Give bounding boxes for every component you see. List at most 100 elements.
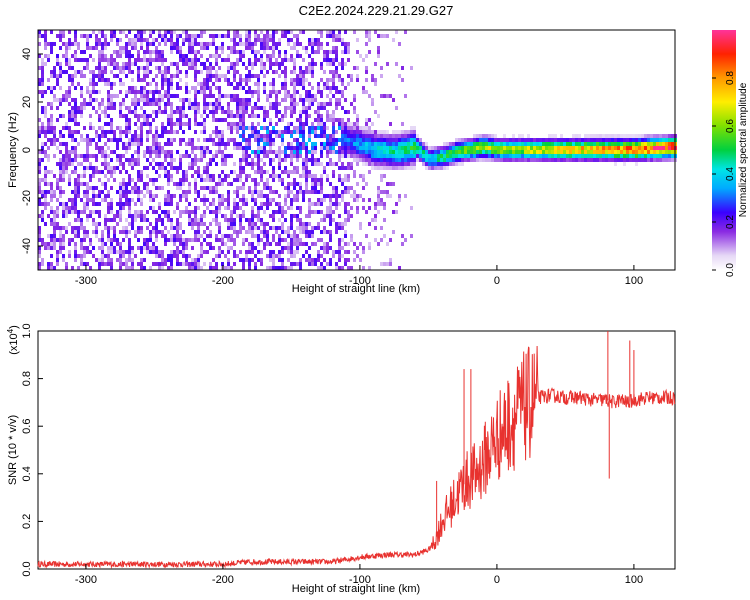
heatmap-cell xyxy=(371,102,374,106)
heatmap-cell xyxy=(197,206,200,210)
heatmap-cell xyxy=(38,202,41,206)
heatmap-cell xyxy=(254,130,257,134)
heatmap-cell xyxy=(128,214,131,218)
heatmap-cell xyxy=(347,118,350,122)
heatmap-cell xyxy=(608,146,611,150)
heatmap-cell xyxy=(287,126,290,130)
heatmap-cell xyxy=(152,246,155,250)
heatmap-cell xyxy=(83,190,86,194)
heatmap-cell xyxy=(272,34,275,38)
heatmap-cell xyxy=(236,106,239,110)
heatmap-cell xyxy=(146,90,149,94)
heatmap-cell xyxy=(311,190,314,194)
heatmap-cell xyxy=(290,70,293,74)
heatmap-cell xyxy=(341,178,344,182)
heatmap-cell xyxy=(344,86,347,90)
heatmap-cell xyxy=(200,250,203,254)
heatmap-cell xyxy=(110,98,113,102)
heatmap-cell xyxy=(116,258,119,262)
heatmap-cell xyxy=(344,126,347,130)
heatmap-cell xyxy=(47,266,50,270)
heatmap-cell xyxy=(80,238,83,242)
heatmap-cell xyxy=(128,210,131,214)
heatmap-cell xyxy=(95,158,98,162)
heatmap-cell xyxy=(596,154,599,158)
heatmap-cell xyxy=(296,34,299,38)
heatmap-cell xyxy=(335,262,338,266)
heatmap-cell xyxy=(296,126,299,130)
heatmap-cell xyxy=(281,82,284,86)
heatmap-cell xyxy=(329,114,332,118)
heatmap-cell xyxy=(59,250,62,254)
heatmap-cell xyxy=(158,266,161,270)
heatmap-cell xyxy=(227,258,230,262)
heatmap-cell xyxy=(275,266,278,270)
heatmap-cell xyxy=(104,154,107,158)
heatmap-cell xyxy=(644,146,647,150)
heatmap-cell xyxy=(155,178,158,182)
heatmap-cell xyxy=(191,106,194,110)
heatmap-cell xyxy=(209,78,212,82)
heatmap-cell xyxy=(80,210,83,214)
heatmap-cell xyxy=(338,226,341,230)
heatmap-cell xyxy=(212,186,215,190)
heatmap-cell xyxy=(194,258,197,262)
heatmap-cell xyxy=(308,190,311,194)
heatmap-cell xyxy=(284,198,287,202)
heatmap-cell xyxy=(389,158,392,162)
heatmap-cell xyxy=(305,166,308,170)
heatmap-cell xyxy=(113,66,116,70)
heatmap-cell xyxy=(89,142,92,146)
heatmap-cell xyxy=(302,130,305,134)
heatmap-cell xyxy=(131,42,134,46)
heatmap-cell xyxy=(332,254,335,258)
heatmap-cell xyxy=(242,146,245,150)
heatmap-cell xyxy=(104,242,107,246)
heatmap-cell xyxy=(281,262,284,266)
heatmap-cell xyxy=(296,150,299,154)
heatmap-cell xyxy=(107,226,110,230)
heatmap-cell xyxy=(71,150,74,154)
heatmap-cell xyxy=(281,150,284,154)
heatmap-cell xyxy=(68,66,71,70)
heatmap-cell xyxy=(140,142,143,146)
heatmap-cell xyxy=(278,238,281,242)
heatmap-cell xyxy=(365,142,368,146)
heatmap-cell xyxy=(254,34,257,38)
heatmap-cell xyxy=(359,174,362,178)
heatmap-cell xyxy=(65,122,68,126)
heatmap-cell xyxy=(206,162,209,166)
heatmap-cell xyxy=(113,30,116,34)
heatmap-cell xyxy=(494,154,497,158)
heatmap-cell xyxy=(149,154,152,158)
heatmap-cell xyxy=(536,146,539,150)
heatmap-cell xyxy=(329,98,332,102)
heatmap-cell xyxy=(80,138,83,142)
heatmap-cell xyxy=(104,194,107,198)
heatmap-cell xyxy=(158,186,161,190)
heatmap-cell xyxy=(551,134,554,138)
heatmap-cell xyxy=(146,150,149,154)
heatmap-cell xyxy=(293,186,296,190)
heatmap-cell xyxy=(239,50,242,54)
heatmap-cell xyxy=(284,98,287,102)
heatmap-cell xyxy=(155,254,158,258)
heatmap-cell xyxy=(374,138,377,142)
heatmap-cell xyxy=(641,142,644,146)
heatmap-cell xyxy=(599,142,602,146)
heatmap-cell xyxy=(98,146,101,150)
heatmap-cell xyxy=(509,158,512,162)
heatmap-cell xyxy=(395,130,398,134)
heatmap-cell xyxy=(251,62,254,66)
heatmap-cell xyxy=(266,58,269,62)
heatmap-cell xyxy=(362,250,365,254)
heatmap-cell xyxy=(104,226,107,230)
heatmap-cell xyxy=(161,62,164,66)
heatmap-cell xyxy=(623,142,626,146)
heatmap-cell xyxy=(104,198,107,202)
heatmap-cell xyxy=(254,178,257,182)
heatmap-cell xyxy=(248,58,251,62)
heatmap-cell xyxy=(203,42,206,46)
heatmap-cell xyxy=(104,134,107,138)
heatmap-cell xyxy=(407,166,410,170)
